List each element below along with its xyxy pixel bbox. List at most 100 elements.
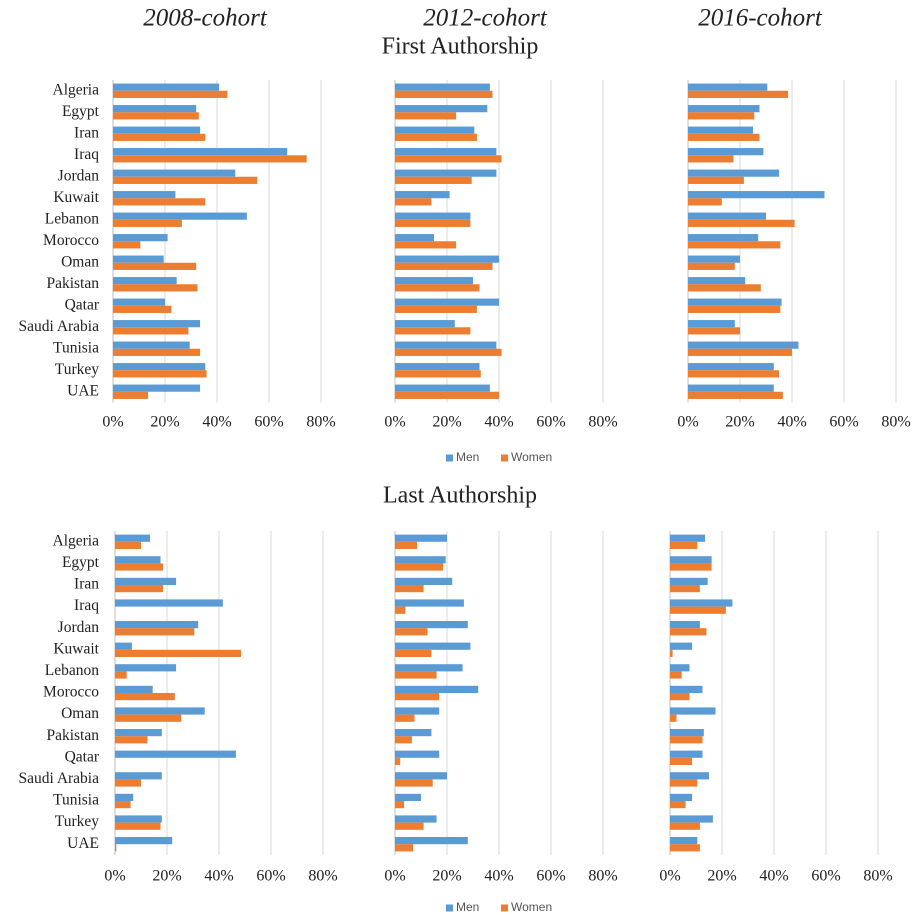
x-tick-label: 80% (308, 868, 337, 885)
bar (670, 815, 713, 823)
bar (113, 83, 220, 91)
bar (670, 729, 704, 737)
bar (670, 628, 707, 636)
bar (395, 793, 421, 801)
bar (113, 391, 149, 399)
bar (670, 750, 703, 758)
bar (670, 563, 712, 571)
bar (395, 370, 481, 378)
bar (670, 642, 693, 650)
bar (395, 772, 447, 780)
bar (395, 391, 499, 399)
bar (395, 212, 471, 220)
bar (688, 126, 753, 134)
bar (115, 793, 134, 801)
bar (688, 90, 789, 98)
bar (115, 707, 205, 715)
bar (113, 305, 172, 313)
x-tick-label: 0% (659, 868, 680, 885)
bar (113, 384, 201, 392)
x-tick-label: 60% (829, 414, 858, 431)
bar (115, 599, 223, 607)
bar (113, 298, 165, 306)
bar (395, 305, 477, 313)
bar (395, 599, 464, 607)
bar (670, 707, 716, 715)
bar (395, 155, 502, 163)
bar (670, 599, 733, 607)
bar (115, 844, 117, 852)
bar (395, 148, 497, 156)
category-label: Saudi Arabia (19, 318, 100, 335)
bar (115, 671, 127, 679)
bar (688, 155, 734, 163)
bar (395, 534, 447, 542)
bar (395, 219, 471, 227)
bar (115, 664, 177, 672)
bar (688, 348, 792, 356)
bar (670, 685, 703, 693)
bar (395, 779, 433, 787)
x-tick-label: 40% (484, 414, 513, 431)
bar (688, 341, 799, 349)
category-label: Pakistan (46, 727, 99, 744)
bar (113, 169, 236, 177)
bar (688, 133, 760, 141)
bar (395, 837, 468, 845)
bar (688, 219, 795, 227)
category-label: Morocco (43, 232, 99, 249)
bar (115, 750, 236, 758)
bar (688, 327, 740, 335)
category-label: Iraq (74, 146, 99, 163)
bar (688, 112, 755, 120)
bar (395, 685, 479, 693)
cohort-title: 2008-cohort (143, 5, 268, 32)
bar (688, 234, 759, 242)
legend-label: Women (511, 900, 552, 914)
bar (395, 822, 424, 830)
x-tick-label: 80% (306, 414, 335, 431)
bar (395, 844, 414, 852)
category-label: Morocco (43, 684, 99, 701)
bar (113, 284, 198, 292)
bar (395, 815, 437, 823)
bar (115, 714, 182, 722)
bar (670, 534, 706, 542)
bar (113, 327, 189, 335)
bar (113, 155, 307, 163)
bar (113, 241, 141, 249)
section-title: First Authorship (382, 34, 539, 60)
bar (395, 693, 440, 701)
category-label: Iran (74, 576, 99, 593)
category-label: Kuwait (53, 640, 99, 657)
x-tick-label: 80% (863, 868, 892, 885)
bar (395, 341, 497, 349)
x-tick-label: 40% (759, 868, 788, 885)
bar (113, 219, 182, 227)
bar (395, 255, 499, 263)
bar (670, 757, 693, 765)
bar (395, 664, 463, 672)
bar (688, 262, 735, 270)
bar (113, 90, 228, 98)
bar (113, 234, 168, 242)
category-label: Tunisia (53, 792, 99, 809)
bar (688, 363, 774, 371)
bar (670, 736, 703, 744)
bar (688, 176, 744, 184)
x-tick-label: 0% (102, 414, 123, 431)
bar (113, 363, 206, 371)
bar (113, 370, 207, 378)
category-label: Lebanon (45, 662, 99, 679)
cohort-title: 2016-cohort (698, 5, 823, 32)
bar (688, 198, 722, 206)
x-tick-label: 0% (104, 868, 125, 885)
x-tick-label: 40% (202, 414, 231, 431)
x-tick-label: 0% (384, 414, 405, 431)
bar (395, 541, 418, 549)
x-tick-label: 60% (256, 868, 285, 885)
bar (395, 585, 424, 593)
bar (688, 212, 766, 220)
category-label: Algeria (53, 81, 100, 98)
bar (395, 90, 493, 98)
